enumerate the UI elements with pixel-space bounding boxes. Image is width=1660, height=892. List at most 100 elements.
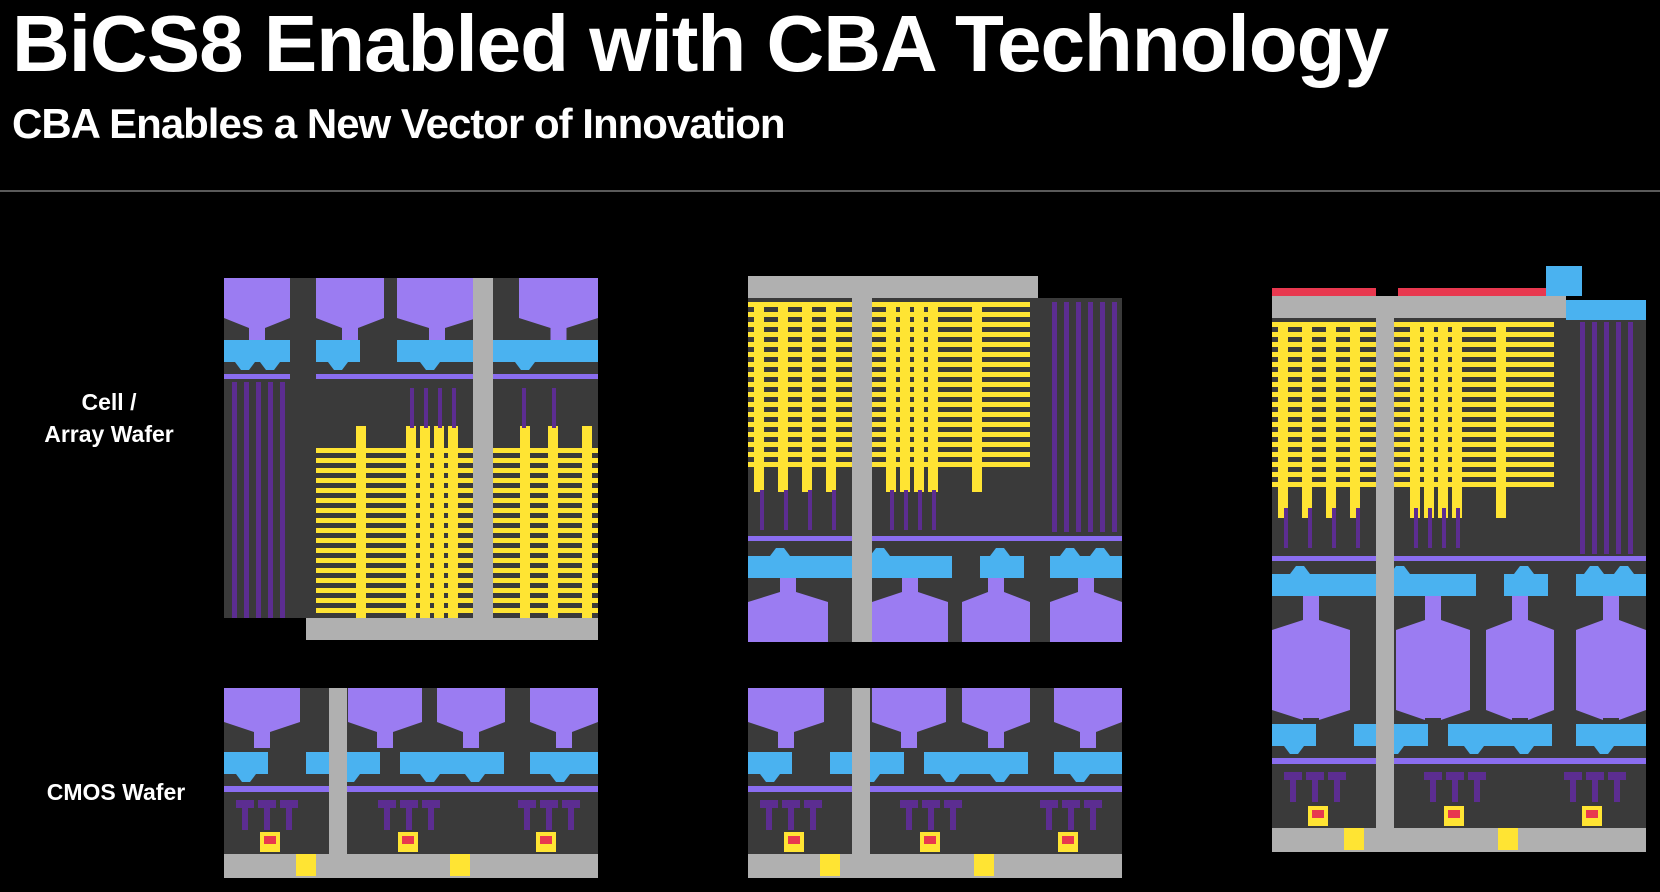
contact-head [258, 800, 276, 808]
cell-array-label-line2: Array Wafer [44, 421, 174, 447]
contact-stem [428, 808, 434, 830]
via-pillar [1410, 322, 1420, 518]
base-plug [1498, 828, 1518, 850]
base-plug [450, 854, 470, 876]
contact-head [804, 800, 822, 808]
bond-pad [962, 688, 1030, 748]
contact-stem [524, 808, 530, 830]
interconnect-bar [1272, 574, 1476, 596]
contact-stem [1452, 780, 1458, 802]
via-pillar [826, 302, 836, 492]
contact-head [900, 800, 918, 808]
contact-stem [1090, 808, 1096, 830]
bond-pad [1054, 688, 1122, 748]
bond-pad [1486, 596, 1554, 654]
step-contact [890, 490, 894, 530]
step-contact [918, 490, 922, 530]
interconnect-stub [990, 774, 1010, 782]
vertical-channel [1580, 322, 1585, 554]
contact-stem [1570, 780, 1576, 802]
step-contact [1456, 508, 1460, 548]
vertical-channel [1100, 302, 1105, 532]
contact-stem [242, 808, 248, 830]
bond-pad [1396, 596, 1470, 654]
contact-stem [286, 808, 292, 830]
base-plug [974, 854, 994, 876]
contact-head [1424, 772, 1442, 780]
via-pillar [448, 426, 458, 618]
vertical-channel [232, 382, 237, 618]
via-pillar [914, 302, 924, 492]
contact-stem [1614, 780, 1620, 802]
bond-pad [748, 578, 828, 642]
interconnect-stub [1514, 566, 1534, 574]
through-via [329, 688, 347, 854]
step-contact [522, 388, 526, 428]
contact-head [562, 800, 580, 808]
transistor-gate [1586, 810, 1598, 818]
step-contact [904, 490, 908, 530]
contact-head [1084, 800, 1102, 808]
step-contact [1442, 508, 1446, 548]
bond-pad [519, 278, 598, 344]
interconnect-bar [530, 752, 598, 774]
vertical-channel [1064, 302, 1069, 532]
contact-head [1608, 772, 1626, 780]
contact-stem [1592, 780, 1598, 802]
interconnect-bar [316, 340, 360, 362]
via-pillar [420, 426, 430, 618]
thin-metal [224, 374, 290, 379]
transistor-gate [924, 836, 936, 844]
transistor-gate [540, 836, 552, 844]
cell-array-wafer-label: Cell / Array Wafer [34, 386, 184, 450]
interconnect-stub [770, 548, 790, 556]
contact-stem [1474, 780, 1480, 802]
backside-bump [1546, 266, 1582, 296]
vertical-channel [1076, 302, 1081, 532]
interconnect-bar [748, 752, 792, 774]
contact-stem [810, 808, 816, 830]
vertical-channel [1628, 322, 1633, 554]
through-via [1376, 296, 1394, 828]
interconnect-stub [1614, 566, 1634, 574]
contact-stem [384, 808, 390, 830]
slide-subtitle: CBA Enables a New Vector of Innovation [12, 100, 786, 147]
vertical-channel [1592, 322, 1597, 554]
vertical-channel [268, 382, 273, 618]
bond-pad [224, 688, 300, 748]
bond-pad [316, 278, 384, 344]
via-pillar [1452, 322, 1462, 518]
contact-head [782, 800, 800, 808]
array-bottom-plate [306, 618, 598, 640]
interconnect-stub [1284, 746, 1304, 754]
contact-stem [1334, 780, 1340, 802]
interconnect-stub [1584, 566, 1604, 574]
interconnect-stub [1090, 548, 1110, 556]
via-pillar [548, 426, 558, 618]
interconnect-bar [1504, 574, 1548, 596]
via-pillar [1438, 322, 1448, 518]
contact-head [378, 800, 396, 808]
via-pillar [886, 302, 896, 492]
contact-stem [1046, 808, 1052, 830]
interconnect-bar [1054, 752, 1122, 774]
via-pillar [802, 302, 812, 492]
bond-pad [1576, 654, 1646, 720]
via-pillar [972, 302, 982, 492]
bond-pad [748, 688, 824, 748]
interconnect-stub [760, 774, 780, 782]
backside-plate [1272, 296, 1566, 318]
transistor-gate [1062, 836, 1074, 844]
contact-head [1062, 800, 1080, 808]
contact-head [922, 800, 940, 808]
stack-base [1272, 828, 1646, 852]
thin-metal [1272, 758, 1646, 764]
transistor-gate [1312, 810, 1324, 818]
interconnect-bar [1576, 724, 1646, 746]
backside-pad [1272, 288, 1376, 296]
interconnect-stub [1290, 566, 1310, 574]
contact-head [518, 800, 536, 808]
via-pillar [1278, 322, 1288, 518]
bond-pad [437, 688, 505, 748]
contact-head [1586, 772, 1604, 780]
